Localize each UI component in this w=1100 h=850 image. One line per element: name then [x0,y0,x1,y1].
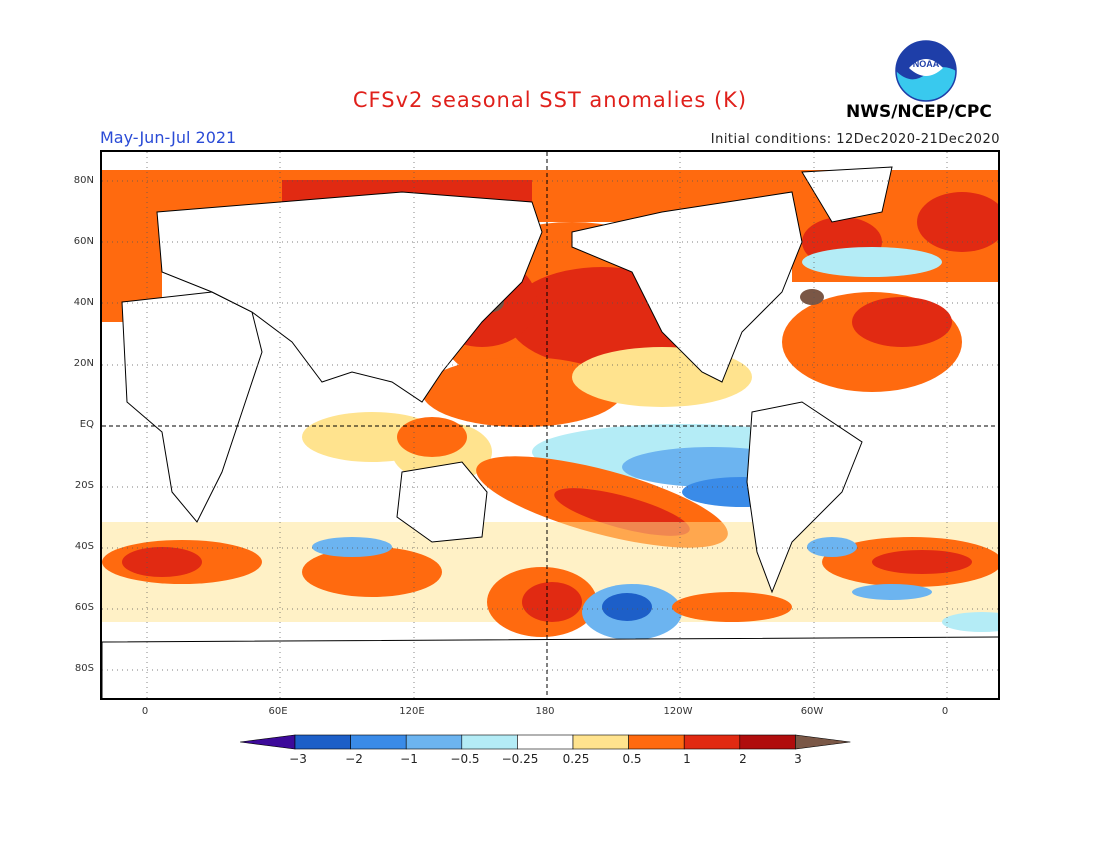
colorbar-swatch [517,734,574,750]
colorbar-arrow-low [240,734,296,750]
colorbar-arrow-high [795,734,851,750]
noaa-logo: NOAA [895,40,957,102]
lat-label-20s: 20S [74,480,94,491]
colorbar-swatch [628,734,685,750]
colorbar-swatch [739,734,796,750]
lat-label-20n: 20N [73,358,94,369]
colorbar-label-1: 1 [683,752,691,766]
colorbar-label-2: 2 [739,752,747,766]
noaa-logo-text: NOAA [913,59,940,69]
colorbar-label-05: 0.5 [622,752,642,766]
lon-label-180: 180 [535,706,555,717]
land-masses [102,166,998,698]
south-america-landmass [746,401,863,594]
map-title: CFSv2 seasonal SST anomalies (K) [352,88,748,112]
colorbar-swatch [350,734,407,750]
greenland-landmass [801,166,893,223]
colorbar-swatch [405,734,463,750]
lon-label-120w: 120W [663,706,693,717]
colorbar-label-m3: −3 [289,752,307,766]
lon-label-60e: 60E [268,706,288,717]
lat-label-60n: 60N [73,236,94,247]
lat-label-80s: 80S [74,663,94,674]
lon-label-60w: 60W [800,706,824,717]
colorbar-label-m2: −2 [345,752,363,766]
colorbar-label-3: 3 [794,752,802,766]
forecast-period: May-Jun-Jul 2021 [100,128,237,147]
lat-label-eq: EQ [79,419,94,430]
colorbar-swatch [461,734,518,750]
north-america-landmass [571,191,803,383]
lat-lon-grid [102,152,998,698]
lon-label-0-east: 0 [941,706,949,717]
colorbar-swatch [294,734,351,750]
colorbar-swatch [683,734,741,750]
antarctica-landmass [102,636,998,698]
australia-landmass [396,461,488,543]
lat-label-40s: 40S [74,541,94,552]
colorbar-label-m025: −0.25 [501,752,539,766]
colorbar-label-025: 0.25 [562,752,590,766]
initial-conditions: Initial conditions: 12Dec2020-21Dec2020 [710,132,1000,147]
colorbar [240,734,851,750]
lon-label-0: 0 [141,706,149,717]
map-canvas [102,152,998,698]
sst-anomaly-map [100,150,1000,700]
lat-label-80n: 80N [73,175,94,186]
eurasia-landmass [156,191,543,403]
colorbar-label-m1: −1 [400,752,418,766]
colorbar-swatch [572,734,629,750]
lon-label-120e: 120E [399,706,425,717]
lat-label-60s: 60S [74,602,94,613]
organization-label: NWS/NCEP/CPC [846,102,992,122]
lat-label-40n: 40N [73,297,94,308]
colorbar-label-m05: −0.5 [450,752,480,766]
